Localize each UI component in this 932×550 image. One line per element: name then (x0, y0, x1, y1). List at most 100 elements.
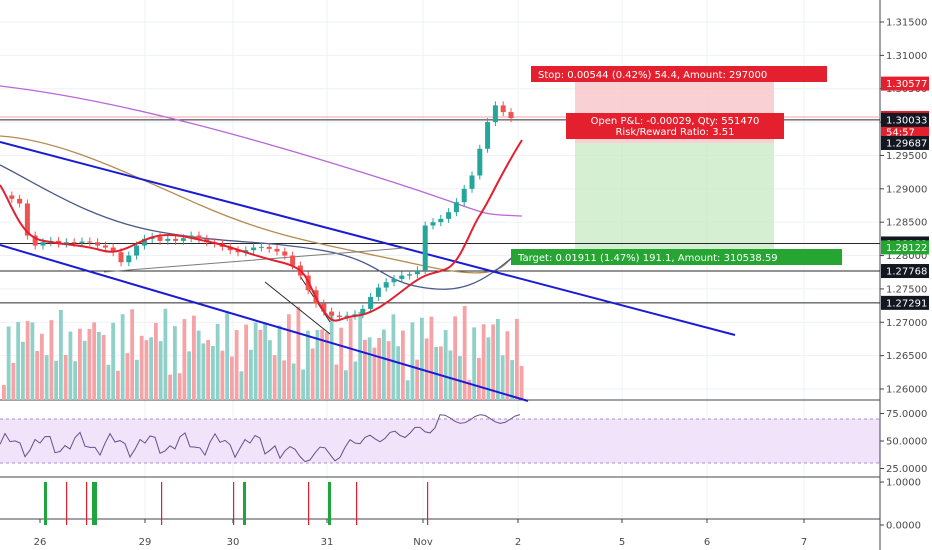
volume-bar (439, 346, 443, 400)
price-label: 1.29687 (886, 138, 927, 149)
price-label-box (881, 264, 929, 279)
candle-body (71, 242, 77, 244)
volume-bar (405, 380, 410, 400)
volume-bar (211, 346, 215, 400)
candle-body (368, 296, 374, 309)
volume-bar (182, 319, 187, 400)
volume-bar (87, 328, 92, 400)
stop-label-box[interactable] (531, 66, 827, 82)
rsi-band (0, 419, 880, 463)
rsi-axis-ticks: 75.0000 50.0000 25.0000 (880, 409, 927, 475)
candle-body (251, 247, 257, 251)
volume-bar (386, 341, 391, 400)
signal-sell (308, 482, 310, 525)
candle-body (243, 250, 249, 253)
candle-body (492, 105, 498, 123)
candle-body (375, 287, 381, 297)
volume-bar (2, 385, 6, 400)
candle-body (414, 270, 420, 275)
candle-body (352, 314, 358, 316)
candle-body (56, 240, 62, 244)
volume-bar (149, 337, 154, 400)
candle-body (141, 238, 147, 246)
candle-body (180, 238, 186, 241)
volume-bar (396, 346, 401, 400)
volume-bar (130, 309, 135, 400)
volume-bar (30, 322, 35, 400)
volume-bar (11, 362, 16, 400)
volume-bar (462, 306, 467, 400)
volume-bar (296, 306, 301, 400)
volume-bar (16, 322, 21, 400)
candle-body (446, 212, 452, 219)
volume-bar (491, 324, 496, 400)
volume-bar (367, 337, 372, 400)
volume-bar (310, 348, 315, 400)
ma-purple (0, 85, 523, 217)
volume-bar (500, 355, 505, 400)
volume-bar (49, 320, 54, 400)
rsi-tick-label: 50.0000 (886, 437, 927, 448)
price-label-box (881, 240, 929, 255)
volume-bar (467, 379, 472, 400)
target-label-box[interactable] (511, 249, 842, 265)
volume-bar (106, 364, 111, 400)
price-axis-labels[interactable]: 1.305771.3006254:571.300331.296871.28181… (881, 76, 929, 310)
volume-bar (353, 361, 358, 400)
time-tick-label: 29 (139, 537, 152, 548)
wedge-line-upper[interactable] (264, 281, 331, 335)
volume-bar (268, 340, 272, 400)
candle-body (126, 255, 132, 263)
signal-bars (44, 482, 429, 525)
volume-bar (163, 308, 168, 400)
channel-upper-line[interactable] (0, 141, 736, 336)
candle-body (9, 195, 15, 199)
price-tick-label: 1.29000 (886, 184, 927, 195)
volume-bar (215, 323, 220, 400)
time-tick-label: 2 (515, 537, 521, 548)
volume-bar (239, 371, 244, 400)
volume-bar (329, 312, 334, 400)
volume-bar (306, 330, 310, 400)
volume-bar (54, 360, 59, 400)
target-zone[interactable] (575, 143, 774, 260)
candle-body (383, 282, 389, 288)
open-pnl-box[interactable] (566, 113, 784, 139)
volume-bar (448, 350, 453, 400)
trendline-grey[interactable] (103, 247, 406, 273)
signal-sell (356, 482, 358, 525)
volume-bar (363, 339, 367, 400)
candle-body (87, 241, 93, 243)
volume-bar (315, 330, 320, 400)
rsi-path (0, 414, 521, 463)
volume-bar (325, 332, 329, 400)
volume-bar (111, 322, 116, 400)
channel-lower-line[interactable] (0, 244, 529, 402)
candle-body (336, 315, 342, 317)
volume-bar (44, 355, 49, 400)
ma-navy (0, 164, 516, 290)
volume-bar (173, 326, 177, 400)
price-axis-ticks: 1.315001.310001.305001.300001.295001.290… (880, 18, 927, 396)
volume-bar (515, 318, 519, 400)
signal-sell (427, 482, 429, 525)
candlesticks (9, 101, 514, 321)
volume-bar (116, 370, 120, 400)
candle-body (274, 248, 280, 252)
volume-bar (505, 331, 510, 400)
volume-bar (443, 330, 448, 400)
candle-body (282, 251, 288, 256)
volume-bar (196, 330, 201, 400)
price-tick-label: 1.29500 (886, 151, 927, 162)
volume-bar (168, 374, 173, 400)
candle-body (430, 222, 436, 226)
candle-body (32, 235, 38, 246)
candle-body (344, 315, 350, 317)
volume-bar (348, 318, 353, 400)
signal-sell (161, 482, 163, 525)
volume-bar (25, 321, 30, 400)
candle-body (173, 238, 179, 241)
volume-bar (453, 316, 458, 400)
candle-body (95, 242, 101, 246)
